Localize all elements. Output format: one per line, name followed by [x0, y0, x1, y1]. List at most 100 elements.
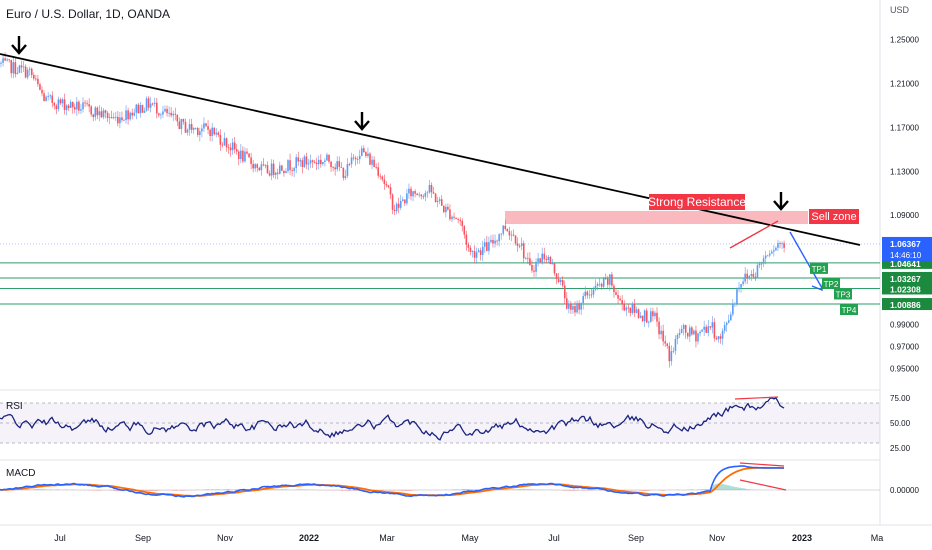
candle	[299, 157, 302, 167]
candle	[600, 282, 603, 290]
candle	[141, 104, 144, 113]
candle	[149, 97, 152, 113]
candle	[22, 61, 25, 73]
macd-hist-bar	[461, 489, 463, 490]
macd-hist-bar	[235, 489, 237, 490]
macd-hist-bar	[727, 485, 729, 490]
candle	[235, 144, 238, 155]
candle	[283, 170, 285, 177]
candle	[756, 262, 759, 279]
macd-hist-bar	[349, 490, 351, 491]
macd-hist-bar	[151, 490, 153, 491]
macd-hist-bar	[25, 489, 27, 490]
candle	[156, 97, 158, 119]
macd-hist-bar	[37, 488, 39, 490]
candle	[153, 97, 156, 108]
candle	[750, 269, 753, 281]
time-tick-9: Nov	[709, 533, 726, 543]
candle	[108, 113, 111, 125]
macd-hist-bar	[725, 484, 727, 490]
macd-hist-bar	[533, 489, 535, 490]
candle	[631, 301, 634, 315]
candle	[26, 67, 29, 80]
macd-hist-bar	[237, 489, 239, 490]
candle	[233, 137, 236, 154]
macd-hist-bar	[573, 490, 575, 491]
macd-hist-bar	[577, 490, 579, 491]
candle	[367, 147, 369, 158]
candle	[549, 255, 552, 265]
macd-hist-bar	[217, 489, 219, 490]
candle	[658, 317, 660, 340]
candle	[422, 194, 425, 200]
candle	[771, 249, 773, 254]
macd-hist-bar	[529, 489, 531, 490]
candle	[752, 268, 755, 279]
macd-hist-bar	[583, 490, 585, 491]
macd-hist-bar	[477, 489, 479, 490]
candle	[47, 92, 49, 101]
candle	[522, 240, 525, 264]
candle	[543, 247, 546, 263]
candle	[12, 56, 15, 79]
candle	[621, 295, 623, 311]
projection-arrow	[789, 231, 824, 291]
candle	[330, 160, 332, 172]
candle	[270, 159, 273, 181]
candle	[609, 273, 611, 292]
macd-hist-bar	[179, 490, 181, 491]
candle	[746, 269, 748, 285]
candle	[121, 111, 123, 123]
macd-hist-bar	[407, 490, 409, 491]
candle	[775, 246, 777, 251]
price-tick: 1.17000	[890, 123, 919, 132]
macd-hist-bar	[403, 490, 405, 491]
macd-hist-bar	[111, 490, 113, 491]
candle	[39, 82, 41, 91]
candle	[656, 307, 658, 327]
candle	[633, 298, 636, 318]
candle	[502, 225, 505, 236]
candle	[531, 260, 533, 273]
candle	[736, 287, 738, 307]
candle	[451, 215, 453, 223]
candle	[613, 283, 615, 298]
candle	[734, 302, 736, 308]
candle	[340, 162, 343, 168]
candle	[406, 189, 408, 206]
candle	[574, 301, 576, 317]
candle	[100, 106, 103, 119]
macd-hist-bar	[563, 490, 565, 491]
candle	[604, 273, 607, 280]
macd-hist-bar	[703, 489, 705, 490]
macd-hist-bar	[265, 489, 267, 490]
candle	[578, 300, 580, 315]
last-price-label: 1.06367	[890, 239, 921, 249]
candle	[570, 300, 572, 314]
candle	[762, 255, 765, 267]
candle	[252, 160, 254, 173]
candle	[248, 153, 250, 158]
candle	[293, 166, 295, 178]
candle	[274, 171, 277, 180]
tp-badge-bg-4	[840, 304, 858, 316]
macd-hist-bar	[645, 490, 647, 491]
candle	[211, 122, 213, 142]
candle	[348, 162, 351, 167]
candle	[338, 156, 341, 172]
candle	[272, 159, 275, 178]
candle	[229, 143, 232, 157]
candle	[699, 330, 701, 337]
candle	[725, 321, 728, 332]
tp-badge-3: TP3	[836, 290, 851, 299]
candle	[494, 234, 496, 248]
time-tick-6: May	[461, 533, 479, 543]
candle	[336, 156, 338, 172]
macd-hist-bar	[365, 490, 367, 492]
candle	[57, 96, 60, 112]
candle	[203, 117, 205, 133]
candle	[598, 278, 601, 287]
candle	[387, 184, 390, 189]
macd-hist-bar	[575, 490, 577, 491]
